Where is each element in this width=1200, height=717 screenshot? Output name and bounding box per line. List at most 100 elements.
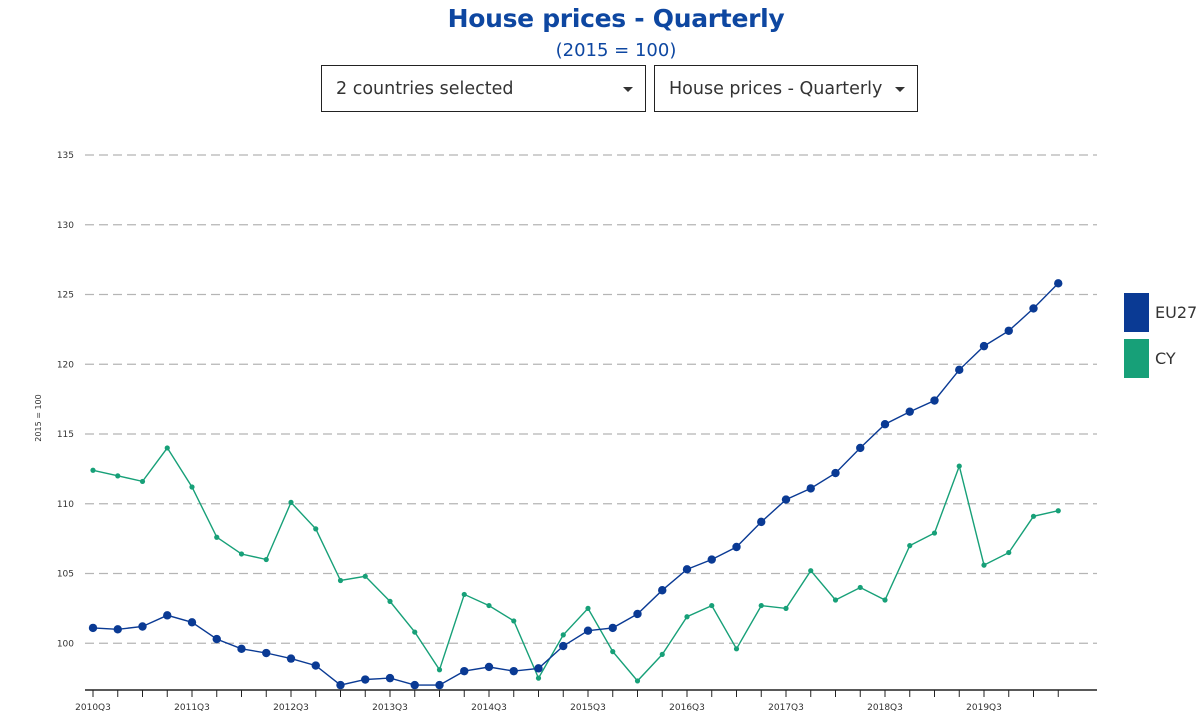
data-point-cy <box>313 526 319 532</box>
data-point-cy <box>337 577 344 584</box>
data-point-cy <box>139 478 146 485</box>
data-point-eu27 <box>905 407 914 416</box>
data-point-eu27 <box>831 468 840 478</box>
data-point-eu27 <box>856 443 865 453</box>
data-point-cy <box>387 598 393 605</box>
data-point-cy <box>288 499 294 505</box>
data-point-eu27 <box>1029 304 1038 313</box>
x-tick-label: 2010Q3 <box>75 703 111 713</box>
data-point-cy <box>907 543 913 549</box>
series-line-eu27 <box>92 282 1059 686</box>
x-tick-label: 2017Q3 <box>768 703 804 713</box>
data-point-eu27 <box>707 555 716 564</box>
data-point-eu27 <box>311 661 320 670</box>
data-point-cy <box>189 484 195 490</box>
data-point-eu27 <box>410 680 419 690</box>
data-point-cy <box>238 551 245 557</box>
data-point-cy <box>857 584 863 591</box>
data-point-cy <box>511 618 517 624</box>
data-point-cy <box>931 530 938 536</box>
data-point-eu27 <box>559 641 568 651</box>
data-point-eu27 <box>385 673 395 683</box>
data-point-cy <box>981 562 987 568</box>
x-tick-label: 2019Q3 <box>966 703 1002 713</box>
data-point-eu27 <box>361 675 370 684</box>
data-point-eu27 <box>583 626 593 635</box>
legend-swatch-cy <box>1124 339 1149 378</box>
data-point-eu27 <box>658 586 667 595</box>
data-point-cy <box>585 605 591 611</box>
legend-item-eu27[interactable]: EU27 <box>1124 293 1197 332</box>
y-tick-label: 135 <box>57 151 74 161</box>
data-point-cy <box>115 473 121 479</box>
y-tick-label: 100 <box>57 639 74 649</box>
data-point-eu27 <box>484 662 494 672</box>
y-tick-label: 110 <box>57 500 74 510</box>
data-point-eu27 <box>163 611 172 620</box>
data-point-cy <box>684 614 690 620</box>
data-point-cy <box>832 597 839 603</box>
data-point-cy <box>610 649 616 655</box>
legend-swatch-eu27 <box>1124 293 1149 332</box>
data-point-cy <box>758 602 764 609</box>
data-point-cy <box>1030 513 1037 519</box>
data-point-cy <box>808 568 814 574</box>
data-point-cy <box>362 573 368 579</box>
data-point-cy <box>783 605 789 611</box>
chevron-down-icon <box>623 87 633 92</box>
data-point-cy <box>461 591 467 598</box>
chart-title: House prices - Quarterly <box>447 4 785 33</box>
data-point-eu27 <box>187 618 197 627</box>
data-point-eu27 <box>286 654 296 663</box>
data-point-eu27 <box>435 680 444 690</box>
data-point-cy <box>956 463 962 469</box>
data-point-eu27 <box>930 396 939 405</box>
y-tick-label: 125 <box>57 291 74 301</box>
data-point-cy <box>1006 549 1012 556</box>
data-point-cy <box>634 678 641 684</box>
data-point-eu27 <box>955 365 964 375</box>
y-tick-label: 130 <box>57 221 74 231</box>
data-point-cy <box>1055 508 1061 514</box>
data-point-eu27 <box>262 648 271 658</box>
indicator-dropdown[interactable]: House prices - Quarterly <box>654 65 918 112</box>
y-tick-label: 105 <box>57 570 74 580</box>
data-point-eu27 <box>1004 326 1013 335</box>
data-point-eu27 <box>212 634 221 644</box>
y-tick-label: 115 <box>57 430 74 440</box>
countries-dropdown[interactable]: 2 countries selected <box>321 65 646 112</box>
chevron-down-icon <box>895 87 905 92</box>
data-point-eu27 <box>781 495 791 504</box>
x-tick-label: 2012Q3 <box>273 703 309 713</box>
data-point-cy <box>560 632 566 638</box>
chart-subtitle: (2015 = 100) <box>555 40 677 61</box>
data-point-eu27 <box>1054 279 1063 288</box>
data-point-eu27 <box>237 644 246 654</box>
data-point-cy <box>164 445 170 451</box>
data-point-eu27 <box>534 664 543 673</box>
x-tick-label: 2011Q3 <box>174 703 210 713</box>
legend-item-cy[interactable]: CY <box>1124 339 1176 378</box>
data-point-eu27 <box>460 666 469 676</box>
data-point-cy <box>436 667 443 673</box>
data-point-eu27 <box>732 542 741 552</box>
data-point-eu27 <box>88 623 98 633</box>
data-point-eu27 <box>806 484 815 493</box>
data-point-eu27 <box>682 565 692 574</box>
data-point-cy <box>659 651 665 658</box>
data-point-eu27 <box>979 341 989 351</box>
y-tick-label: 120 <box>57 360 74 370</box>
x-tick-label: 2018Q3 <box>867 703 903 713</box>
x-tick-label: 2013Q3 <box>372 703 408 713</box>
legend-label-eu27: EU27 <box>1155 303 1198 322</box>
countries-dropdown-label: 2 countries selected <box>336 78 514 99</box>
data-point-eu27 <box>113 625 122 634</box>
data-point-cy <box>412 629 418 635</box>
data-point-cy <box>709 602 715 609</box>
data-point-cy <box>90 467 96 473</box>
x-tick-label: 2016Q3 <box>669 703 705 713</box>
indicator-dropdown-label: House prices - Quarterly <box>669 78 883 99</box>
data-point-eu27 <box>757 517 766 527</box>
data-point-eu27 <box>880 420 890 429</box>
x-tick-label: 2015Q3 <box>570 703 606 713</box>
